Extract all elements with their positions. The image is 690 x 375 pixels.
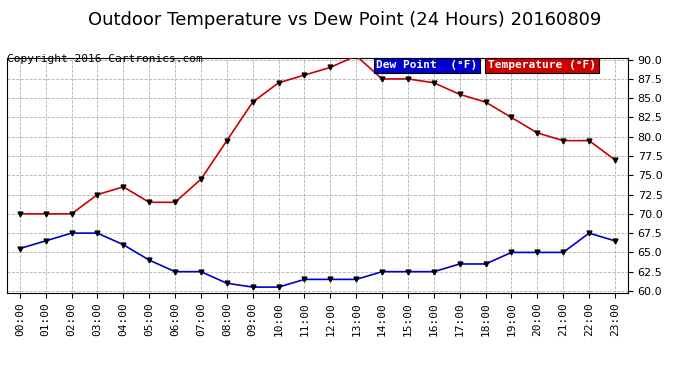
Text: Outdoor Temperature vs Dew Point (24 Hours) 20160809: Outdoor Temperature vs Dew Point (24 Hou… xyxy=(88,11,602,29)
Text: Temperature (°F): Temperature (°F) xyxy=(489,60,596,70)
Text: Dew Point  (°F): Dew Point (°F) xyxy=(377,60,477,70)
Text: Copyright 2016 Cartronics.com: Copyright 2016 Cartronics.com xyxy=(7,54,203,64)
